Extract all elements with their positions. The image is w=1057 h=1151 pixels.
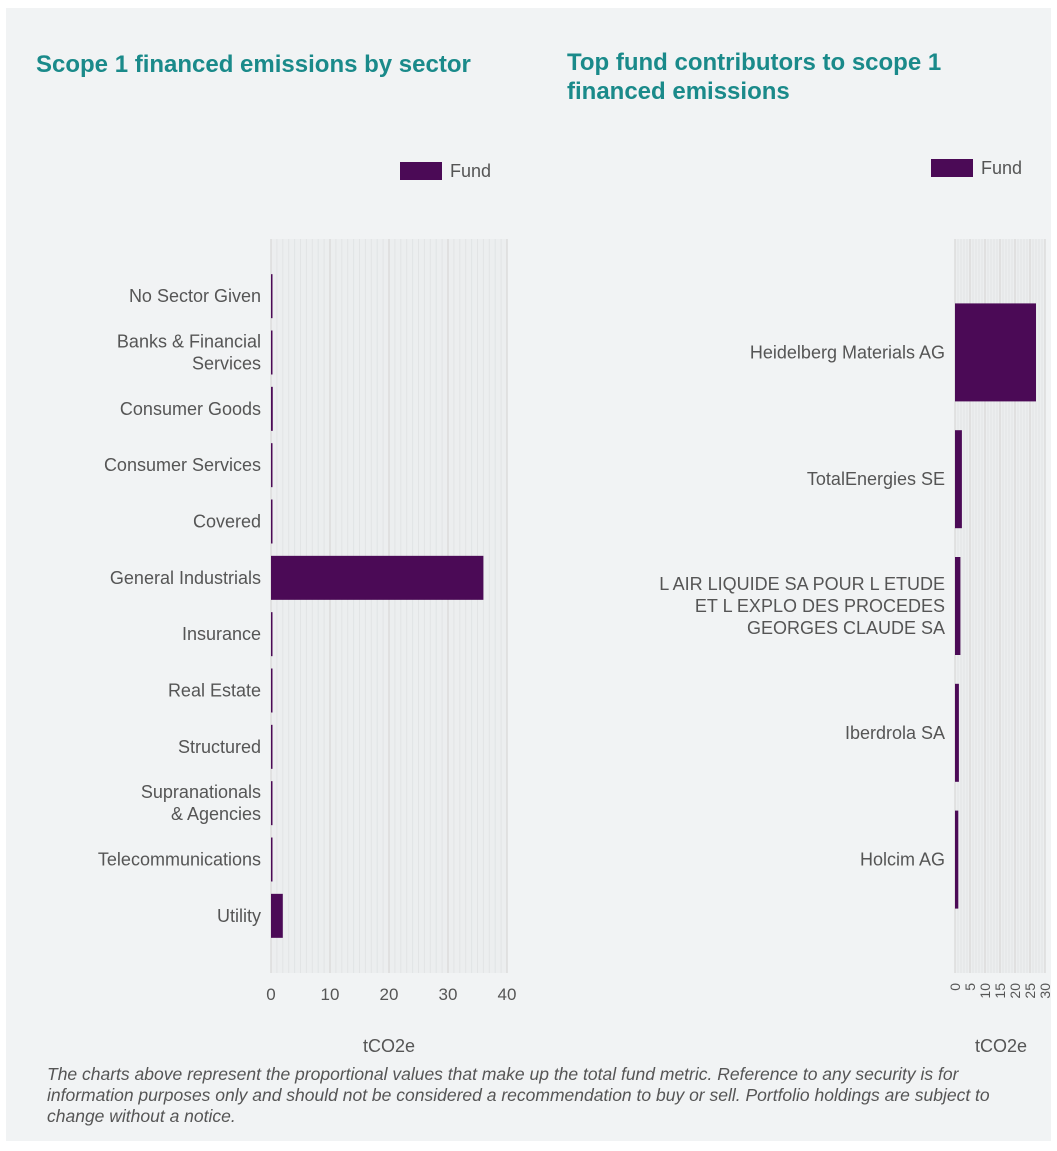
bar <box>271 274 273 319</box>
category-label: GEORGES CLAUDE SA <box>747 618 945 638</box>
bar <box>271 781 273 826</box>
tick-label: 40 <box>498 985 517 1004</box>
bar <box>955 303 1036 402</box>
contributors-chart-title: Top fund contributors to scope 1 finance… <box>567 49 942 105</box>
category-label: Holcim AG <box>860 850 945 870</box>
bar <box>955 557 961 655</box>
category-label: No Sector Given <box>129 286 261 306</box>
category-label: TotalEnergies SE <box>807 469 945 489</box>
tick-label: 5 <box>962 983 978 991</box>
bar <box>271 612 273 657</box>
tick-label: 0 <box>266 985 275 1004</box>
tick-label: 0 <box>947 983 963 991</box>
bar <box>271 724 273 769</box>
category-label: Heidelberg Materials AG <box>750 342 945 362</box>
tick-label: 25 <box>1022 983 1038 999</box>
bar <box>271 893 283 938</box>
bar <box>271 330 273 375</box>
bar <box>271 555 484 600</box>
legend-label: Fund <box>450 161 491 181</box>
category-label: Telecommunications <box>98 850 261 870</box>
category-label: ET L EXPLO DES PROCEDES <box>695 596 945 616</box>
legend-swatch <box>400 162 442 180</box>
category-label: General Industrials <box>110 568 261 588</box>
tick-label: 10 <box>977 983 993 999</box>
category-label: Iberdrola SA <box>845 723 945 743</box>
tick-label: 30 <box>439 985 458 1004</box>
page-background <box>6 8 1051 1141</box>
category-label: Real Estate <box>168 681 261 701</box>
bar <box>271 837 273 882</box>
tick-label: 10 <box>321 985 340 1004</box>
bar <box>271 499 273 544</box>
category-label: Covered <box>193 512 261 532</box>
category-label: L AIR LIQUIDE SA POUR L ETUDE <box>659 574 945 594</box>
bar <box>955 810 959 909</box>
category-label: Services <box>192 354 261 374</box>
category-label: Supranationals <box>141 782 261 802</box>
category-label: Utility <box>217 906 261 926</box>
bar <box>955 430 962 529</box>
bar <box>271 668 273 713</box>
bar <box>271 386 273 431</box>
tick-label: 20 <box>380 985 399 1004</box>
bar <box>955 683 959 782</box>
category-label: Insurance <box>182 624 261 644</box>
legend-swatch <box>931 159 973 177</box>
category-label: Banks & Financial <box>117 332 261 352</box>
bar <box>271 443 273 488</box>
tick-label: 20 <box>1007 983 1023 999</box>
category-label: & Agencies <box>171 804 261 824</box>
x-axis-label: tCO2e <box>363 1036 415 1056</box>
legend-label: Fund <box>981 158 1022 178</box>
category-label: Consumer Services <box>104 455 261 475</box>
tick-label: 30 <box>1037 983 1053 999</box>
category-label: Consumer Goods <box>120 399 261 419</box>
category-label: Structured <box>178 737 261 757</box>
x-axis-label: tCO2e <box>975 1036 1027 1056</box>
tick-label: 15 <box>992 983 1008 999</box>
footnote: The charts above represent the proportio… <box>47 1064 990 1126</box>
sector-chart-title: Scope 1 financed emissions by sector <box>36 51 471 78</box>
